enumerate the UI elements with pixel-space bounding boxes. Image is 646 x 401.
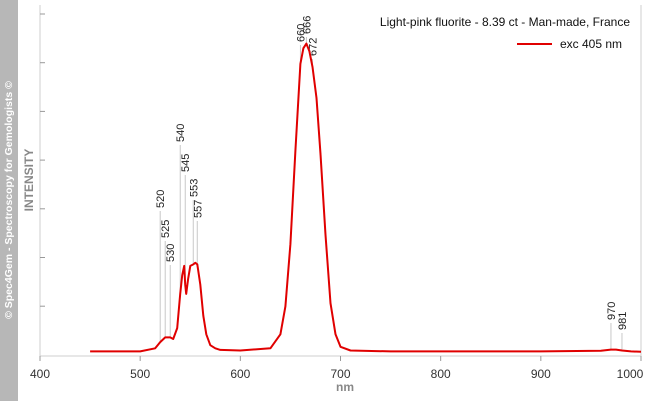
x-tick-label: 400 bbox=[30, 367, 50, 381]
peak-label: 672 bbox=[307, 38, 319, 56]
x-ticks: 400 500 600 700 800 900 1000 bbox=[30, 356, 644, 381]
x-tick-label: 800 bbox=[431, 367, 451, 381]
peak-label: 660 bbox=[295, 24, 307, 42]
peak-label: 545 bbox=[180, 154, 192, 172]
peak-label: 540 bbox=[175, 124, 187, 142]
chart-title: Light-pink fluorite - 8.39 ct - Man-made… bbox=[380, 15, 630, 29]
peak-label: 981 bbox=[617, 312, 629, 330]
peak-label: 970 bbox=[606, 302, 618, 320]
peak-label: 525 bbox=[160, 220, 172, 238]
y-axis-title: INTENSITY bbox=[22, 149, 36, 212]
spectrum-line bbox=[90, 42, 642, 353]
x-tick-label: 1000 bbox=[617, 367, 644, 381]
watermark-sidebar: © Spec4Gem - Spectroscopy for Gemologist… bbox=[0, 0, 18, 401]
y-ticks bbox=[40, 13, 45, 307]
x-tick-label: 900 bbox=[531, 367, 551, 381]
x-tick-label: 700 bbox=[330, 367, 350, 381]
x-tick-label: 500 bbox=[130, 367, 150, 381]
legend-label: exc 405 nm bbox=[560, 37, 622, 51]
x-axis-title: nm bbox=[336, 380, 354, 394]
peak-label: 520 bbox=[155, 190, 167, 208]
peak-label: 557 bbox=[192, 200, 204, 218]
x-tick-label: 600 bbox=[230, 367, 250, 381]
peak-label: 530 bbox=[165, 244, 177, 262]
peak-label: 553 bbox=[188, 179, 200, 197]
peak-label: 666 bbox=[301, 16, 313, 34]
